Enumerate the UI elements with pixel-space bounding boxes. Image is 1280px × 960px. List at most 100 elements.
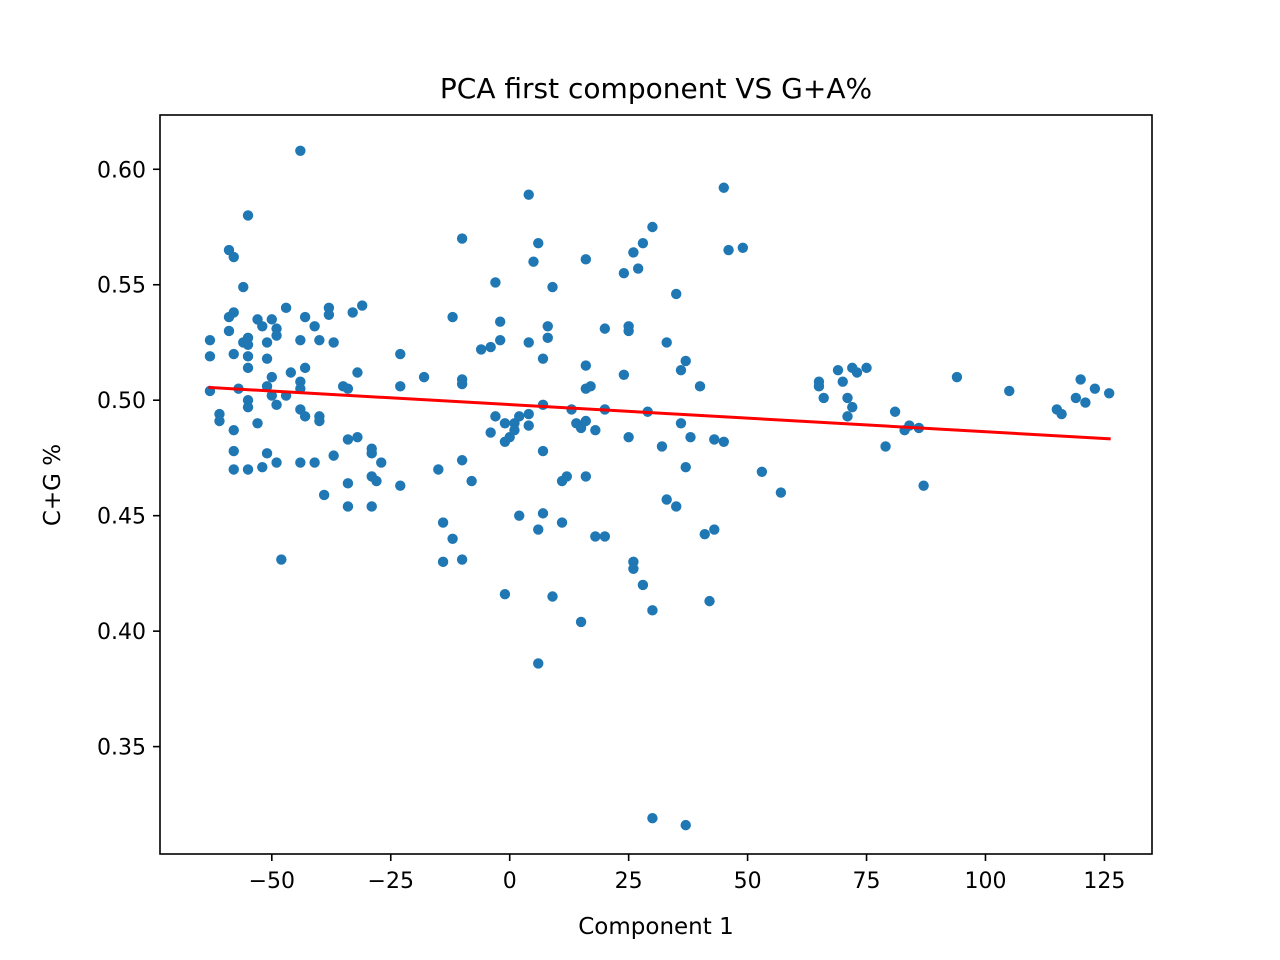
data-point	[718, 436, 729, 447]
data-point	[618, 267, 630, 279]
data-point	[447, 311, 458, 323]
data-point	[632, 263, 644, 274]
data-point	[314, 334, 325, 346]
data-point	[366, 448, 377, 459]
data-point	[585, 381, 596, 392]
data-point	[228, 425, 239, 436]
data-point	[842, 392, 853, 404]
data-point	[242, 464, 254, 475]
data-point	[599, 531, 611, 542]
data-point	[904, 420, 915, 431]
data-point	[694, 381, 706, 392]
data-point	[580, 471, 592, 482]
data-point	[637, 237, 649, 249]
data-point	[376, 457, 387, 468]
data-point	[685, 431, 696, 443]
data-point	[847, 401, 858, 413]
data-point	[837, 376, 848, 387]
data-point	[490, 277, 501, 288]
data-point	[342, 383, 354, 394]
data-point	[456, 554, 468, 565]
chart-title: PCA first component VS G+A%	[440, 72, 872, 105]
data-point	[813, 381, 825, 392]
data-point	[266, 390, 278, 401]
data-point	[475, 344, 487, 355]
data-point	[623, 431, 634, 443]
data-point	[266, 371, 278, 383]
data-point	[723, 244, 734, 256]
data-point	[880, 441, 891, 452]
data-point	[628, 563, 639, 574]
data-point	[680, 461, 691, 473]
data-point	[523, 420, 534, 431]
data-point	[395, 381, 406, 392]
data-point	[261, 337, 273, 348]
data-point	[599, 323, 611, 334]
data-point	[466, 475, 477, 487]
data-point	[575, 616, 587, 628]
data-point	[228, 464, 239, 475]
data-point	[295, 457, 306, 468]
data-point	[266, 314, 278, 325]
x-tick-label: 75	[853, 869, 881, 894]
data-point	[618, 369, 630, 381]
data-point	[447, 533, 458, 544]
axis-ticks: −50 −25 0 25 50 75 100 125 0.35 0.40 0.45 0.50 0.55 0…	[97, 158, 1125, 894]
data-point	[756, 466, 768, 477]
y-tick-label: 0.50	[97, 389, 146, 414]
data-point	[456, 378, 468, 390]
data-point	[775, 487, 787, 498]
data-point	[514, 411, 525, 422]
data-point	[675, 364, 687, 376]
data-point	[590, 425, 601, 436]
data-point	[1004, 385, 1015, 397]
data-point	[918, 480, 929, 491]
y-tick-label: 0.45	[97, 505, 146, 530]
data-point	[889, 406, 901, 417]
data-point	[699, 528, 710, 540]
data-point	[680, 819, 691, 831]
regression-line-group	[208, 385, 1111, 441]
data-point	[395, 480, 406, 491]
data-point	[1056, 408, 1067, 420]
data-point	[580, 360, 592, 371]
data-point	[342, 434, 354, 445]
data-point	[242, 339, 254, 350]
data-point	[537, 445, 549, 457]
data-point	[647, 221, 658, 233]
x-tick-label: 100	[964, 869, 1006, 894]
data-point	[523, 189, 534, 200]
data-point	[1080, 397, 1091, 408]
data-point	[347, 307, 358, 318]
data-point	[352, 367, 363, 378]
data-point	[437, 517, 449, 528]
data-point	[299, 362, 311, 374]
data-point	[718, 182, 729, 193]
data-point	[499, 588, 511, 600]
data-point	[1103, 388, 1115, 399]
data-point	[661, 494, 672, 505]
data-point	[328, 337, 339, 348]
data-point	[342, 501, 354, 512]
data-point	[257, 321, 268, 332]
y-tick-label: 0.55	[97, 274, 146, 299]
data-point	[628, 247, 639, 258]
x-tick-label: −50	[249, 869, 295, 894]
data-point	[271, 399, 282, 411]
data-point	[533, 524, 544, 535]
data-point	[299, 311, 311, 323]
data-point	[671, 288, 682, 300]
data-point	[490, 411, 501, 422]
data-point	[437, 556, 449, 568]
data-point	[680, 355, 691, 367]
data-point	[709, 434, 720, 445]
data-point	[295, 145, 306, 156]
x-tick-label: 0	[503, 869, 517, 894]
data-point	[533, 237, 544, 249]
data-point	[1070, 392, 1082, 404]
data-point	[238, 281, 249, 293]
data-point	[223, 325, 235, 337]
data-point	[951, 371, 963, 383]
